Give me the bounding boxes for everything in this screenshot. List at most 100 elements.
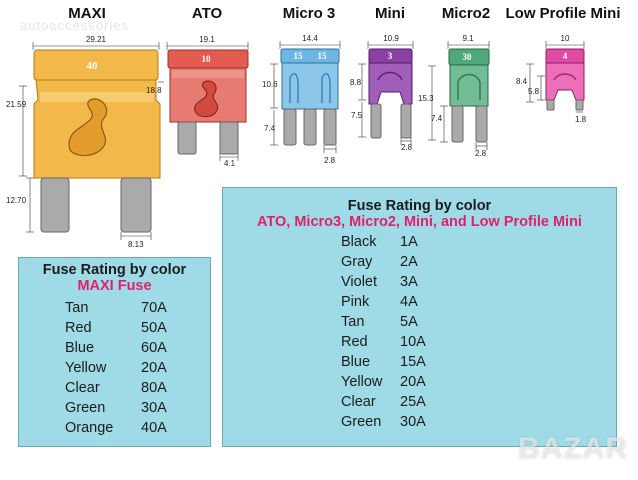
lowprofile-amp-label: 4 (563, 51, 568, 61)
amp-rating: 40A (141, 420, 167, 436)
heading-micro2: Micro2 (442, 5, 490, 22)
ato-highlight (172, 70, 244, 78)
mini-blade-left (370, 103, 382, 139)
micro2-dim-blade-width: 2.8 (475, 142, 488, 158)
heading-ato: ATO (192, 5, 223, 22)
mini-dim-height: 8.8 (350, 63, 366, 101)
amp-rating: 15A (400, 354, 426, 370)
amp-rating: 4A (400, 294, 418, 310)
mini-rating-legend: Fuse Rating by color ATO, Micro3, Micro2… (222, 187, 617, 447)
mini-blade-length-label: 7.5 (351, 111, 363, 120)
lowprofile-blade-right (575, 99, 584, 111)
amp-rating: 80A (141, 380, 167, 396)
maxi-width-label: 29.21 (86, 35, 107, 44)
color-name: Violet (341, 274, 378, 290)
lowprofile-fuse-element (553, 73, 577, 81)
color-name: Green (65, 400, 106, 416)
maxi-dim-top: 18.8 (146, 81, 164, 95)
heading-maxi: MAXI (68, 5, 106, 22)
maxi-top-label: 18.8 (146, 86, 162, 95)
color-name: Yellow (65, 360, 107, 376)
amp-rating: 30A (400, 414, 426, 430)
color-name: Orange (65, 420, 114, 436)
micro2-dim-blade-length: 7.4 (431, 105, 448, 143)
micro2-amp-label: 30 (463, 52, 473, 62)
ato-fuse-element (194, 80, 219, 118)
ato-fuse: 19.1 10 4.1 (166, 35, 249, 168)
list-item: Gray 2A (341, 252, 616, 272)
list-item: Blue 60A (65, 338, 210, 358)
amp-rating: 25A (400, 394, 426, 410)
color-name: Tan (341, 314, 365, 330)
lowprofile-blade-width-label: 1.8 (575, 115, 587, 124)
maxi-legend-title: Fuse Rating by color (42, 262, 187, 278)
amp-rating: 30A (141, 400, 167, 416)
micro2-blade-right (475, 105, 488, 143)
color-name: Black (341, 234, 377, 250)
ato-dim-width: 19.1 (166, 35, 249, 50)
maxi-dim-blade-length: 12.70 (6, 177, 34, 233)
amp-rating: 60A (141, 340, 167, 356)
ato-blade-right (219, 121, 239, 155)
amp-rating: 2A (400, 254, 418, 270)
micro3-body (281, 62, 339, 110)
micro2-dim-height: 15.3 (418, 65, 436, 141)
mini-blade-width-label: 2.8 (401, 143, 413, 152)
mini-body (368, 62, 413, 105)
maxi-blade-gap-label: 8.13 (128, 240, 144, 249)
maxi-amp-label: 40 (87, 60, 99, 72)
maxi-dim-width: 29.21 (32, 35, 160, 50)
list-item: Blue 15A (341, 352, 616, 372)
color-name: Gray (341, 254, 373, 270)
color-name: Clear (65, 380, 100, 396)
micro2-fuse: 9.1 30 15.3 7.4 2.8 (418, 34, 490, 158)
micro2-dim-width: 9.1 (447, 34, 490, 49)
lowprofile-dim-blade-width: 1.8 (575, 111, 587, 124)
mini-fuse: 10.9 3 8.8 7.5 2.8 (350, 34, 414, 152)
amp-rating: 20A (141, 360, 167, 376)
maxi-fuse: 29.21 40 18.8 21.59 12.70 8.13 (6, 35, 164, 249)
micro3-dim-height: 10.6 (262, 63, 278, 109)
micro3-cap (280, 48, 340, 64)
color-name: Green (341, 414, 382, 430)
color-name: Clear (341, 394, 376, 410)
color-name: Pink (341, 294, 370, 310)
lowprofile-width-label: 10 (561, 34, 570, 43)
amp-rating: 50A (141, 320, 167, 336)
micro3-blade-width-label: 2.8 (324, 156, 336, 165)
micro3-element-right (321, 72, 331, 103)
color-name: Red (65, 320, 92, 336)
maxi-legend-subtitle: MAXI Fuse (77, 278, 152, 294)
micro3-amp-label-1: 15 (294, 51, 304, 61)
list-item: Yellow 20A (65, 358, 210, 378)
maxi-legend-rows: Tan 70A Red 50A Blue 60A Yellow 20A Clear 80A… (65, 298, 210, 438)
amp-rating: 10A (400, 334, 426, 350)
maxi-dim-height: 21.59 (6, 85, 27, 177)
maxi-blade-right (120, 177, 152, 233)
list-item: Black 1A (341, 232, 616, 252)
mini-legend-subtitle: ATO, Micro3, Micro2, Mini, and Low Profi… (257, 214, 582, 230)
mini-blade-right (400, 103, 412, 139)
mini-dim-width: 10.9 (367, 34, 414, 49)
color-name: Yellow (341, 374, 383, 390)
color-name: Blue (65, 340, 95, 356)
heading-low-profile-mini: Low Profile Mini (506, 5, 621, 22)
micro3-dim-width: 14.4 (279, 34, 341, 49)
list-item: Red 50A (65, 318, 210, 338)
micro3-blade-left (283, 108, 297, 146)
list-item: Orange 40A (65, 418, 210, 438)
micro3-dim-blade-length: 7.4 (264, 110, 278, 146)
micro2-width-label: 9.1 (462, 34, 474, 43)
mini-height-label: 8.8 (350, 78, 362, 87)
lowprofile-body-label: 5.8 (528, 87, 540, 96)
ato-amp-label: 10 (202, 54, 212, 64)
lowprofile-blade-left (546, 99, 555, 111)
micro2-body (449, 64, 489, 107)
mini-legend-title: Fuse Rating by color (347, 198, 492, 214)
list-item: Tan 5A (341, 312, 616, 332)
list-item: Violet 3A (341, 272, 616, 292)
micro3-fuse: 14.4 15 15 10.6 7.4 2.8 (262, 34, 341, 165)
mini-legend-rows: Black 1A Gray 2A Violet 3A Pink 4A Tan 5A Red… (341, 232, 616, 432)
micro3-dim-blade-width: 2.8 (323, 145, 337, 165)
